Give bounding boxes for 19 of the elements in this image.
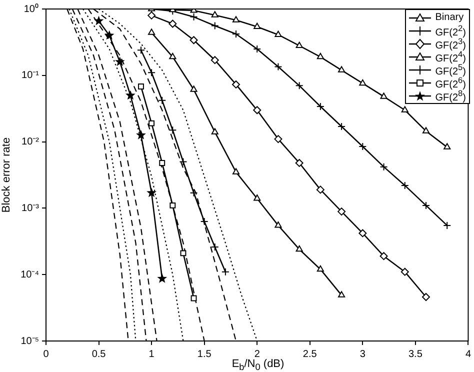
y-tick-label: 10⁻⁵	[20, 336, 39, 347]
y-tick-label: 10⁻⁴	[20, 269, 39, 280]
x-tick-label: 3	[360, 348, 366, 360]
y-axis-title: Block error rate	[0, 137, 13, 213]
x-tick-label: 0.5	[92, 348, 106, 360]
x-tick-label: 2	[254, 348, 260, 360]
x-tick-label: 1.5	[197, 348, 212, 360]
y-tick-label: 10⁻³	[22, 202, 40, 214]
x-tick-label: 1	[148, 348, 155, 360]
x-axis-title: E$_{b}$/N$_{0}$ (dB)	[230, 358, 286, 372]
legend-label: GF(2$^{2}$)	[435, 22, 466, 38]
y-tick-label: 10⁰	[24, 2, 39, 15]
legend-label: Binary	[435, 12, 464, 23]
x-tick-label: 0	[43, 348, 50, 360]
x-tick-label: 4	[465, 348, 472, 360]
x-tick-label: 2.5	[302, 348, 318, 360]
y-tick-label: 10⁻²	[22, 136, 40, 148]
y-tick-label: 10⁻¹	[22, 70, 40, 82]
x-tick-label: 3.5	[408, 348, 423, 360]
